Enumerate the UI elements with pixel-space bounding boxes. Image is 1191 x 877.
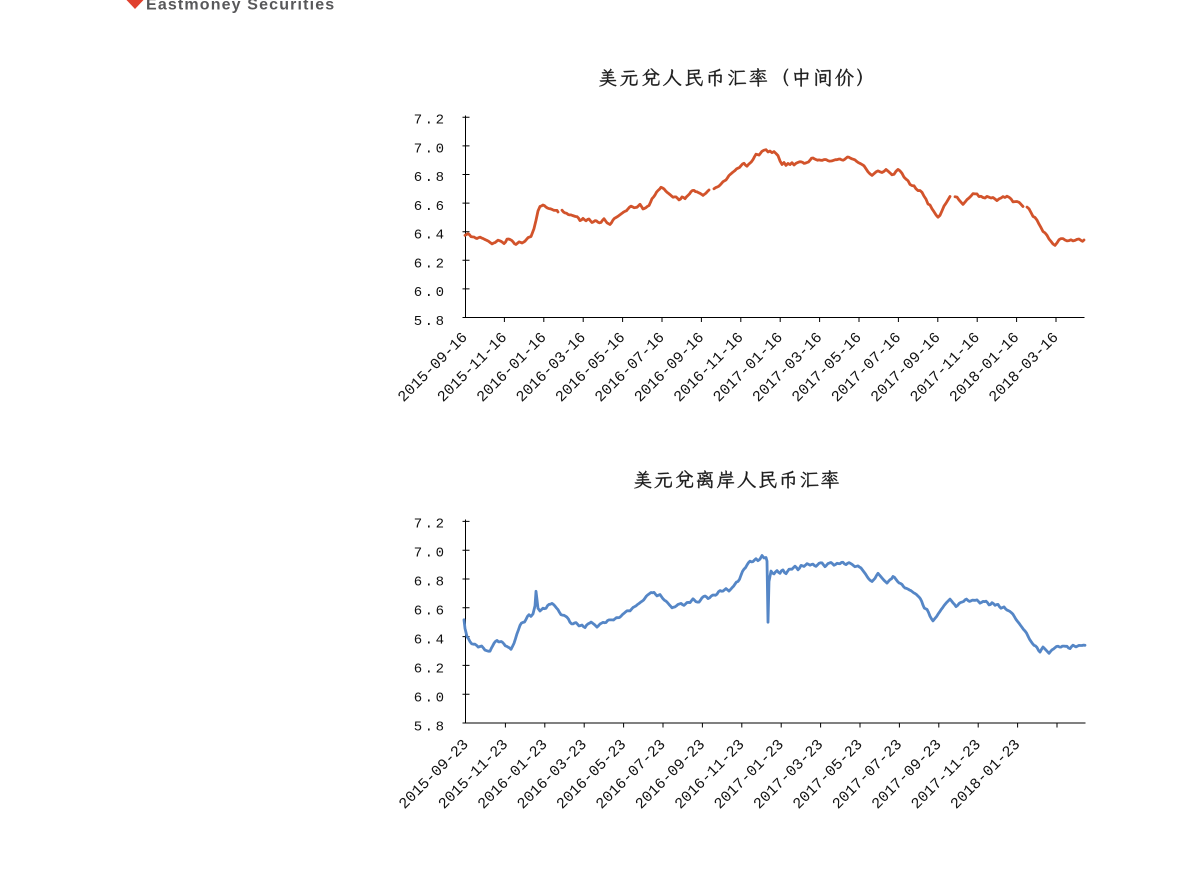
svg-text:6.6: 6.6 bbox=[414, 603, 447, 619]
svg-text:Eastmoney Securities: Eastmoney Securities bbox=[146, 0, 335, 14]
svg-text:6.8: 6.8 bbox=[414, 170, 447, 186]
svg-text:7.2: 7.2 bbox=[414, 516, 447, 532]
svg-text:6.4: 6.4 bbox=[414, 632, 447, 648]
svg-text:6.0: 6.0 bbox=[414, 285, 447, 301]
svg-text:7.2: 7.2 bbox=[414, 113, 447, 129]
svg-text:5.8: 5.8 bbox=[414, 719, 447, 735]
svg-text:6.6: 6.6 bbox=[414, 199, 447, 215]
svg-text:6.2: 6.2 bbox=[414, 256, 447, 272]
svg-text:6.4: 6.4 bbox=[414, 228, 447, 244]
svg-text:6.0: 6.0 bbox=[414, 690, 447, 706]
svg-text:5.8: 5.8 bbox=[414, 314, 447, 330]
svg-text:6.8: 6.8 bbox=[414, 574, 447, 590]
svg-text:7.0: 7.0 bbox=[414, 141, 447, 157]
svg-text:7.0: 7.0 bbox=[414, 545, 447, 561]
svg-text:6.2: 6.2 bbox=[414, 661, 447, 677]
